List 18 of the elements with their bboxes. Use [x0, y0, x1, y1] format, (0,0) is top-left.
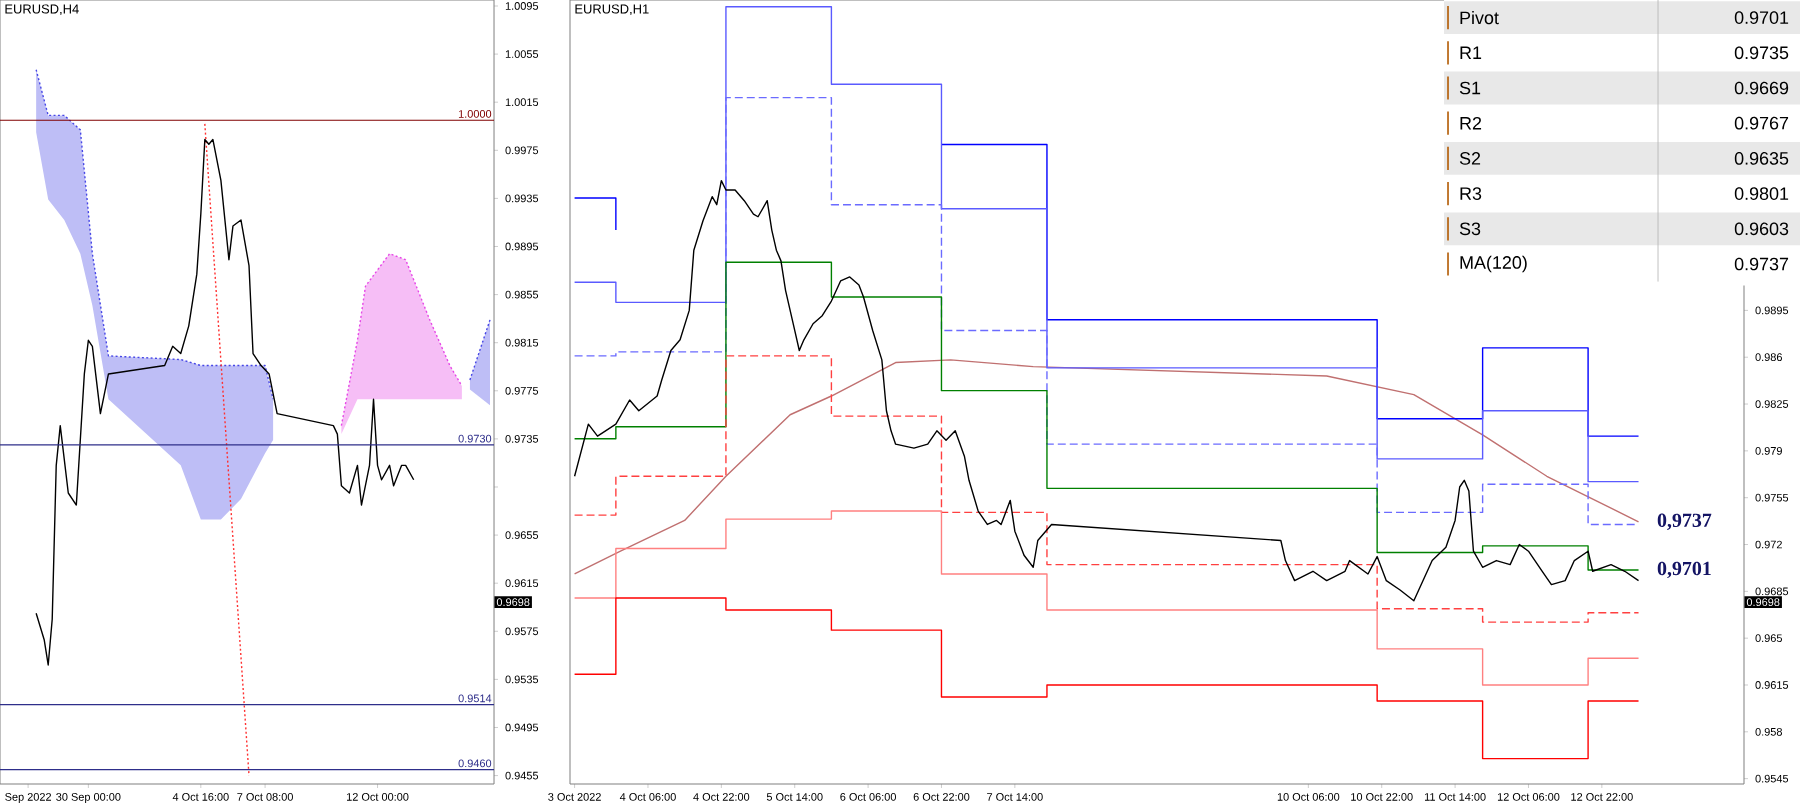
category-label: MA(120) — [1460, 255, 1527, 273]
data-label: 0.9801 — [1734, 187, 1789, 200]
data-label: 0.9701 — [1734, 11, 1789, 24]
category-label: R1 — [1460, 46, 1482, 59]
data-label: 0.9669 — [1734, 81, 1789, 95]
category-label: R3 — [1460, 187, 1482, 200]
annotation: 0,9737 — [1657, 513, 1712, 530]
category-label: S2 — [1459, 152, 1481, 165]
category-label: S3 — [1459, 222, 1481, 236]
category-label: S1 — [1459, 81, 1481, 95]
data-label: 0.9635 — [1734, 152, 1789, 165]
category-label: R2 — [1460, 116, 1482, 130]
line-series — [573, 359, 1640, 575]
annotation: 0,9701 — [1657, 561, 1711, 579]
data-label: 0.9603 — [1734, 222, 1789, 236]
category-label: Pivot — [1460, 11, 1499, 25]
data-label: 0.9767 — [1734, 116, 1789, 130]
data-label: 0.9737 — [1734, 257, 1789, 271]
